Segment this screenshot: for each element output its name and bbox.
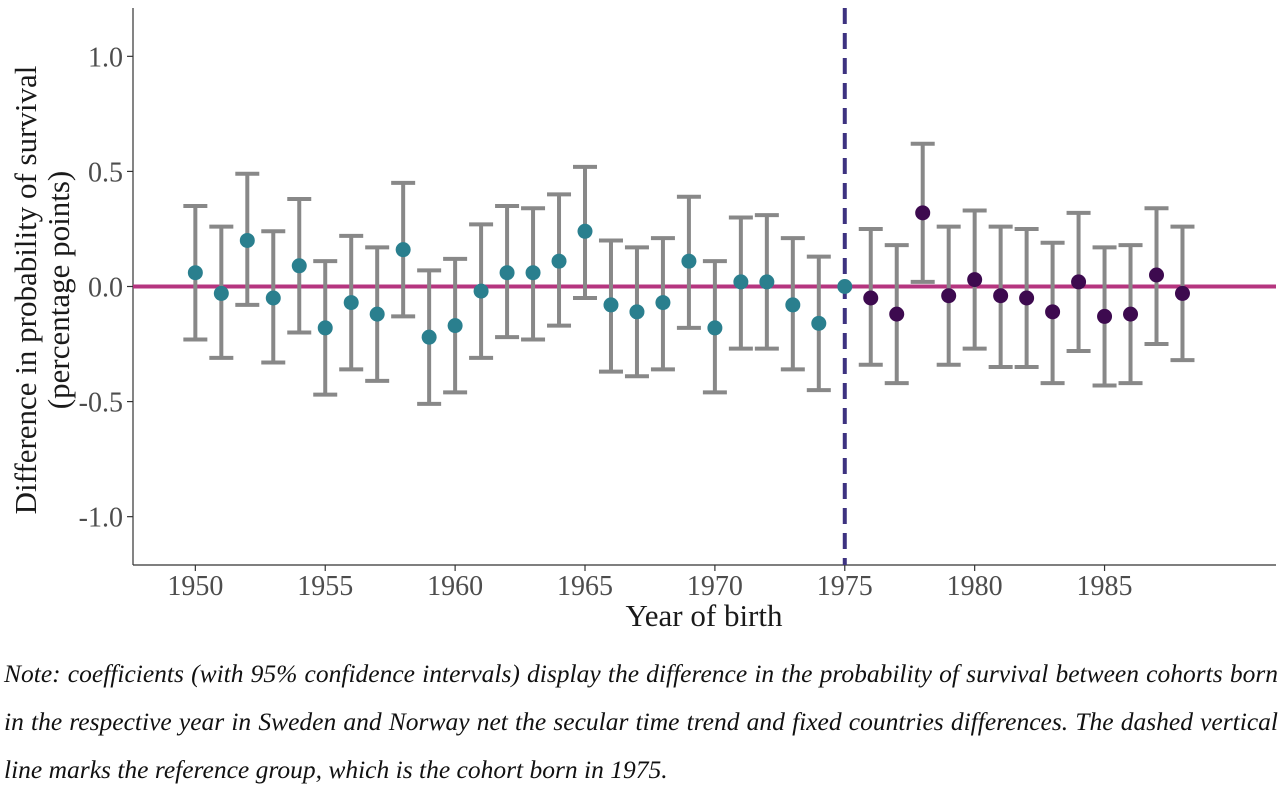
data-point [525,265,541,281]
data-point [343,295,359,311]
data-point [811,315,827,331]
x-tick-label: 1965 [557,571,613,602]
y-tick-label: 0.0 [88,273,123,304]
data-point [577,223,593,239]
data-point [291,258,307,274]
data-point [837,279,853,294]
data-point [551,253,567,269]
data-point [395,242,411,258]
data-point [759,274,775,290]
data-point [967,272,983,288]
y-axis-title: Difference in probability of survival (p… [8,66,76,515]
x-tick-label: 1975 [817,571,873,602]
data-point [1019,290,1035,306]
data-point [733,274,749,290]
data-point [603,297,619,313]
x-ticks: 1950 1955 1960 1965 1970 1975 1980 1985 [167,565,1133,602]
data-point [629,304,645,320]
data-point [993,288,1009,304]
y-axis-title-line-1: Difference in probability of survival [8,66,43,515]
data-point [785,297,801,313]
x-tick-label: 1980 [947,571,1003,602]
data-point [863,290,879,306]
x-tick-label: 1960 [427,571,483,602]
error-bars [183,141,1195,406]
data-point [1149,267,1165,283]
data-point [681,253,697,269]
data-point [187,265,203,281]
data-point [499,265,515,281]
data-point [369,306,385,322]
data-point [889,306,905,322]
data-point [655,295,671,311]
data-point [1174,285,1190,301]
data-point [421,329,437,345]
data-point [213,285,229,301]
figure-note: Note: coefficients (with 95% confidence … [4,659,1278,784]
y-tick-label: 0.5 [88,157,123,188]
data-point [447,318,463,334]
x-tick-label: 1970 [687,571,743,602]
y-ticks: 1.0 0.5 0.0 -0.5 -1.0 [79,42,133,534]
data-point [1097,308,1113,324]
data-point [317,320,333,336]
x-tick-label: 1955 [297,571,353,602]
data-point [1045,304,1061,320]
x-tick-label: 1985 [1077,571,1133,602]
data-point [915,205,931,221]
data-points [187,205,1190,345]
data-point [941,288,957,304]
y-tick-label: 1.0 [88,42,123,73]
chart-container: 1.0 0.5 0.0 -0.5 -1.0 1950 1955 1960 1965 1970 19… [8,8,1276,633]
data-point [1071,274,1087,290]
y-axis-title-line-2: (percentage points) [41,171,76,409]
data-point [707,320,723,336]
y-tick-label: -0.5 [79,388,123,419]
data-point [473,283,489,299]
survival-difference-chart: 1.00.50.0-0.5-1.0 1950 1955 1960 1965 1970 19… [8,8,1276,633]
data-point [239,232,255,248]
x-axis-title: Year of birth [626,598,783,633]
x-tick-label: 1950 [167,571,223,602]
data-point [265,290,281,306]
y-tick-label: -1.0 [79,503,123,534]
data-point [1123,306,1139,322]
